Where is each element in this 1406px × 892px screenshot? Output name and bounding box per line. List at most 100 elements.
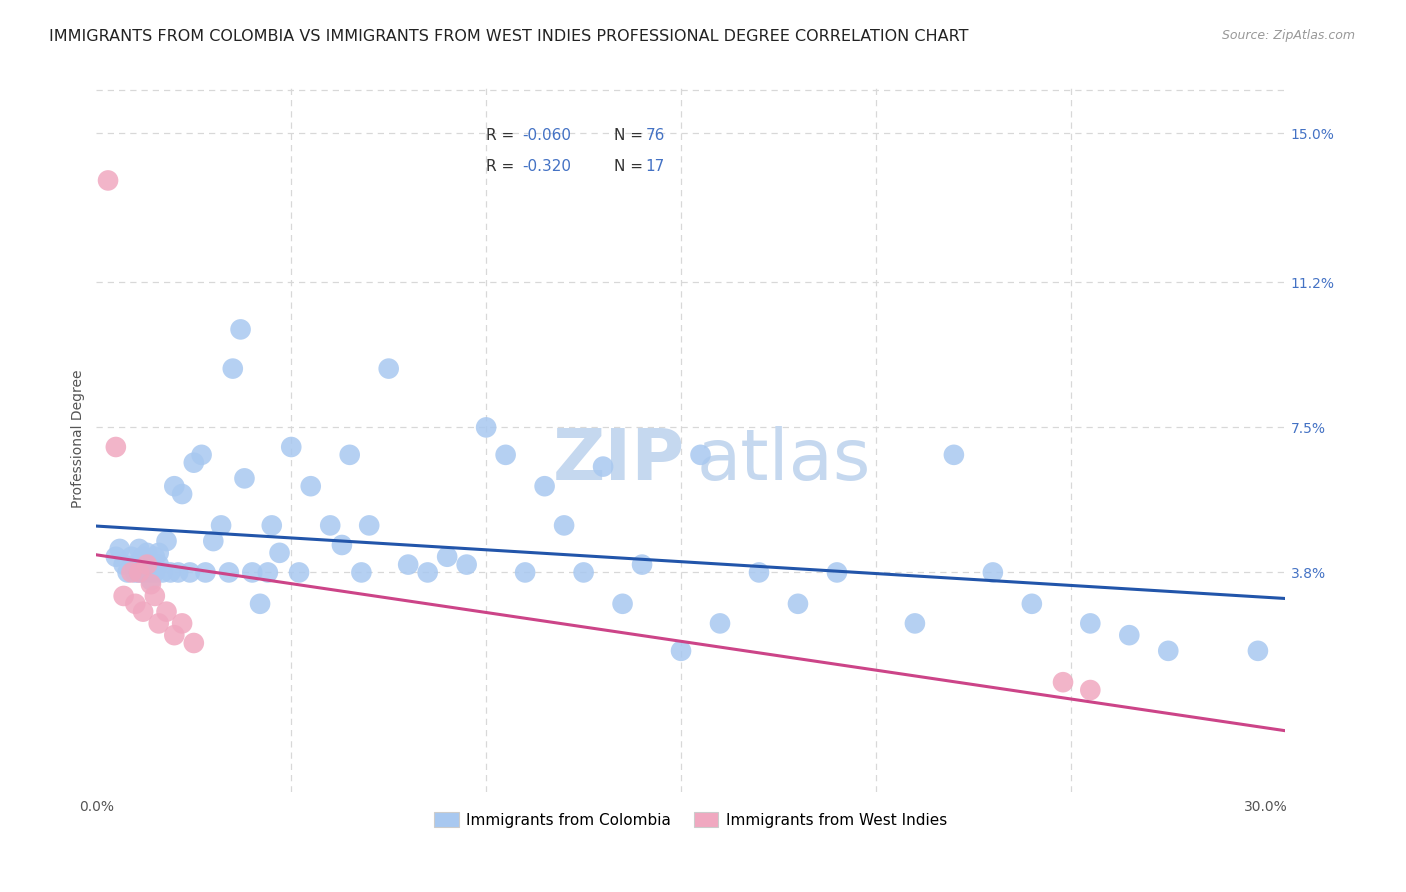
Point [981,566,1004,580]
Point [179,566,201,580]
Point [104,549,127,564]
Point [136,558,159,572]
Point [190,448,212,462]
Text: R =: R = [486,128,519,144]
Point [1052,675,1074,690]
Point [143,566,166,580]
Point [416,566,439,580]
Y-axis label: Professional Degree: Professional Degree [72,370,86,508]
Point [172,487,194,501]
Text: -0.060: -0.060 [522,128,571,144]
Point [456,558,478,572]
Point [132,605,155,619]
Legend: Immigrants from Colombia, Immigrants from West Indies: Immigrants from Colombia, Immigrants fro… [427,805,953,834]
Point [124,597,146,611]
Point [148,558,170,572]
Point [117,566,139,580]
Text: IMMIGRANTS FROM COLOMBIA VS IMMIGRANTS FROM WEST INDIES PROFESSIONAL DEGREE CORR: IMMIGRANTS FROM COLOMBIA VS IMMIGRANTS F… [49,29,969,44]
Point [148,616,170,631]
Point [592,459,614,474]
Point [709,616,731,631]
Point [218,566,240,580]
Point [163,628,186,642]
Point [260,518,283,533]
Point [748,566,770,580]
Point [396,558,419,572]
Text: ZIP: ZIP [553,425,685,495]
Point [299,479,322,493]
Point [319,518,342,533]
Point [120,549,142,564]
Point [825,566,848,580]
Point [132,566,155,580]
Point [128,541,150,556]
Point [139,574,162,588]
Point [124,558,146,572]
Point [112,558,135,572]
Text: N =: N = [613,128,647,144]
Point [330,538,353,552]
Text: atlas: atlas [697,425,872,495]
Point [1247,644,1270,658]
Point [689,448,711,462]
Point [183,636,205,650]
Point [631,558,654,572]
Point [249,597,271,611]
Point [269,546,291,560]
Point [143,549,166,564]
Point [1118,628,1140,642]
Point [475,420,498,434]
Point [350,566,373,580]
Point [139,566,162,580]
Point [553,518,575,533]
Point [202,534,225,549]
Point [209,518,232,533]
Point [155,605,177,619]
Point [104,440,127,454]
Point [1157,644,1180,658]
Point [136,558,159,572]
Point [233,471,256,485]
Point [533,479,555,493]
Point [1078,616,1101,631]
Point [120,566,142,580]
Point [1021,597,1043,611]
Point [163,479,186,493]
Point [155,534,177,549]
Point [172,616,194,631]
Text: 76: 76 [645,128,665,144]
Point [167,566,190,580]
Point [904,616,927,631]
Point [942,448,965,462]
Point [222,361,245,376]
Point [377,361,399,376]
Text: N =: N = [613,160,647,174]
Point [124,566,146,580]
Point [612,597,634,611]
Point [143,589,166,603]
Point [108,541,131,556]
Point [359,518,381,533]
Point [339,448,361,462]
Point [136,546,159,560]
Point [787,597,810,611]
Point [495,448,517,462]
Point [128,566,150,580]
Point [112,589,135,603]
Point [132,549,155,564]
Point [280,440,302,454]
Point [572,566,595,580]
Point [159,566,181,580]
Point [288,566,311,580]
Point [152,566,174,580]
Point [97,173,120,187]
Point [183,456,205,470]
Point [1078,683,1101,698]
Point [148,546,170,560]
Point [194,566,217,580]
Point [669,644,692,658]
Text: -0.320: -0.320 [522,160,571,174]
Point [513,566,536,580]
Point [436,549,458,564]
Text: 17: 17 [645,160,665,174]
